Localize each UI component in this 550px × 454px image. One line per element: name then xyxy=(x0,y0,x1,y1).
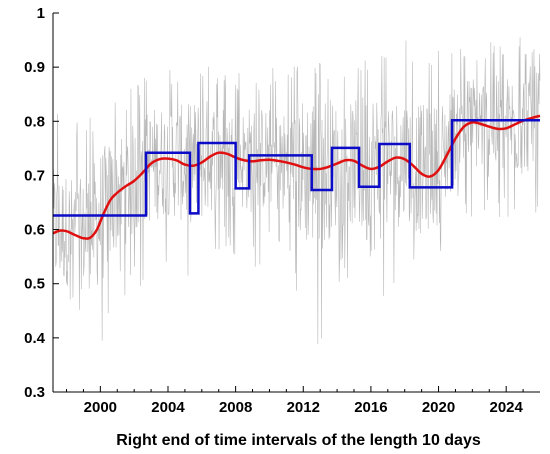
x-tick-label: 2000 xyxy=(84,399,117,416)
x-tick-label: 2012 xyxy=(287,399,320,416)
x-axis-title: Right end of time intervals of the lengt… xyxy=(116,432,481,449)
x-tick-label: 2004 xyxy=(151,399,185,416)
y-tick-label: 0.4 xyxy=(24,330,46,347)
x-tick-label: 2020 xyxy=(422,399,455,416)
x-tick-label: 2016 xyxy=(354,399,387,416)
y-tick-label: 0.8 xyxy=(24,113,45,130)
y-tick-label: 0.9 xyxy=(24,59,45,76)
smoothed-series-line xyxy=(52,114,541,240)
raw-series-line xyxy=(52,37,541,345)
x-tick-label: 2008 xyxy=(219,399,252,416)
y-tick-label: 0.5 xyxy=(24,276,45,293)
smoothed-series xyxy=(52,114,541,240)
step-series-line xyxy=(53,118,540,217)
x-tick-label: 2024 xyxy=(489,399,523,416)
step-series xyxy=(53,118,540,217)
raw-series xyxy=(52,37,541,345)
y-tick-label: 0.7 xyxy=(24,167,45,184)
y-tick-label: 0.3 xyxy=(24,384,45,401)
y-tick-label: 1 xyxy=(37,5,45,22)
axes: 0.3 0.4 0.5 0.6 0.7 0.8 0.9 1 2000 2004 2008 2012 20… xyxy=(24,5,540,416)
y-tick-label: 0.6 xyxy=(24,222,45,239)
